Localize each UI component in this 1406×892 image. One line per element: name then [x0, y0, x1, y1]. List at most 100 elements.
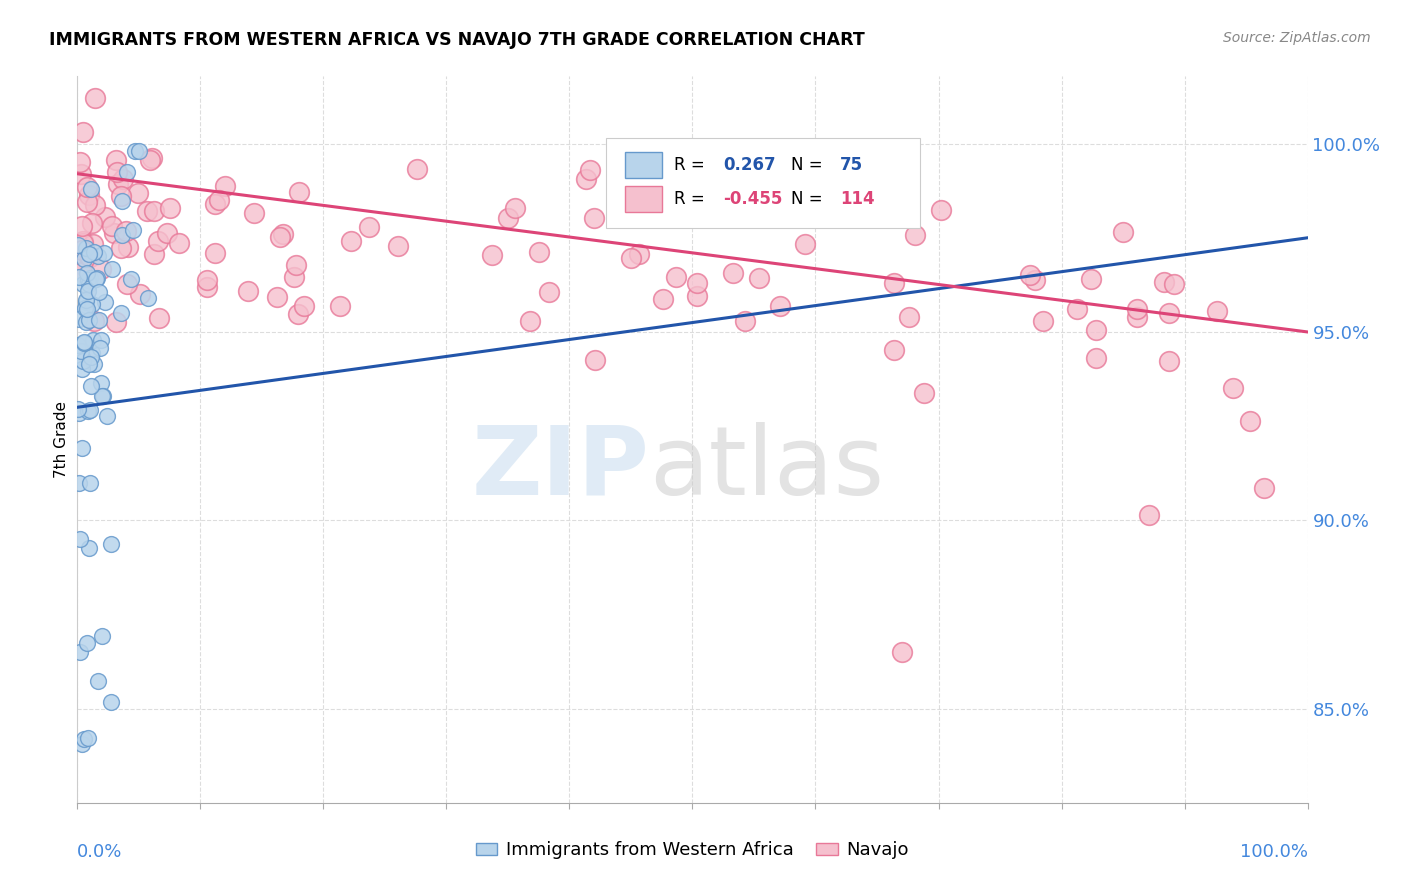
Point: [75, 241, 97, 255]
Point: [75, 315, 97, 329]
Point: [734, 314, 756, 328]
Point: [793, 236, 815, 251]
Point: [195, 273, 218, 287]
Point: [75, 301, 97, 316]
Point: [120, 272, 142, 286]
Point: [359, 219, 381, 234]
Point: [79, 270, 101, 285]
Point: [912, 386, 935, 401]
Text: 100.0%: 100.0%: [1240, 843, 1308, 861]
Point: [285, 258, 308, 272]
Point: [136, 203, 159, 218]
Point: [882, 343, 904, 358]
Point: [82, 236, 104, 251]
Point: [406, 161, 429, 176]
Point: [91, 389, 114, 403]
Point: [94, 210, 117, 224]
Point: [84, 272, 107, 286]
Point: [875, 160, 897, 174]
Point: [79, 541, 101, 555]
Point: [1222, 381, 1244, 395]
Point: [748, 271, 770, 285]
Point: [77, 313, 100, 327]
Point: [582, 211, 605, 226]
Point: [105, 315, 128, 329]
Point: [72, 235, 94, 250]
Point: [148, 310, 170, 325]
Point: [538, 285, 561, 299]
Point: [66, 238, 89, 252]
Point: [70, 243, 93, 257]
Point: [100, 695, 122, 709]
Point: [931, 203, 953, 218]
Point: [82, 333, 104, 347]
Point: [90, 262, 112, 277]
Point: [72, 354, 94, 368]
Point: [70, 351, 93, 365]
Point: [115, 224, 138, 238]
Point: [214, 178, 236, 193]
Point: [83, 314, 105, 328]
Text: R =: R =: [673, 156, 710, 174]
Point: [77, 277, 100, 291]
Point: [652, 293, 675, 307]
Point: [110, 306, 132, 320]
Point: [77, 273, 100, 287]
Point: [208, 194, 231, 208]
Text: IMMIGRANTS FROM WESTERN AFRICA VS NAVAJO 7TH GRADE CORRELATION CHART: IMMIGRANTS FROM WESTERN AFRICA VS NAVAJO…: [49, 31, 865, 49]
Point: [70, 737, 93, 751]
Point: [904, 228, 927, 243]
Point: [269, 230, 291, 244]
Point: [111, 227, 134, 242]
Point: [620, 251, 643, 265]
Point: [1032, 314, 1054, 328]
FancyBboxPatch shape: [624, 153, 662, 178]
Y-axis label: 7th Grade: 7th Grade: [53, 401, 69, 478]
Point: [83, 358, 105, 372]
Point: [292, 300, 315, 314]
Point: [67, 270, 90, 285]
Point: [76, 302, 98, 317]
Point: [167, 235, 190, 250]
Point: [77, 404, 100, 418]
Point: [111, 171, 134, 186]
Point: [519, 313, 541, 327]
Point: [87, 285, 110, 300]
Point: [80, 216, 103, 230]
Point: [94, 295, 117, 310]
Point: [1205, 304, 1227, 318]
Text: Source: ZipAtlas.com: Source: ZipAtlas.com: [1223, 31, 1371, 45]
Point: [70, 361, 93, 376]
Point: [80, 346, 103, 360]
Point: [127, 186, 149, 200]
Point: [117, 277, 139, 292]
FancyBboxPatch shape: [624, 186, 662, 211]
Text: 0.267: 0.267: [723, 156, 776, 174]
Point: [204, 246, 226, 260]
Point: [527, 244, 550, 259]
Point: [1080, 272, 1102, 286]
Point: [91, 630, 114, 644]
Point: [91, 389, 114, 403]
Point: [204, 197, 226, 211]
Point: [105, 153, 128, 168]
Point: [721, 266, 744, 280]
Point: [891, 645, 914, 659]
Point: [73, 335, 96, 350]
Point: [143, 247, 166, 261]
Point: [146, 234, 169, 248]
FancyBboxPatch shape: [606, 137, 920, 228]
Point: [283, 269, 305, 284]
Point: [86, 270, 108, 285]
Point: [110, 189, 132, 203]
Text: 75: 75: [841, 156, 863, 174]
Point: [124, 144, 146, 158]
Point: [72, 252, 94, 266]
Point: [141, 152, 163, 166]
Point: [387, 239, 409, 253]
Point: [266, 290, 288, 304]
Point: [69, 645, 91, 659]
Text: 0.0%: 0.0%: [77, 843, 122, 861]
Point: [139, 153, 162, 168]
Point: [79, 187, 101, 202]
